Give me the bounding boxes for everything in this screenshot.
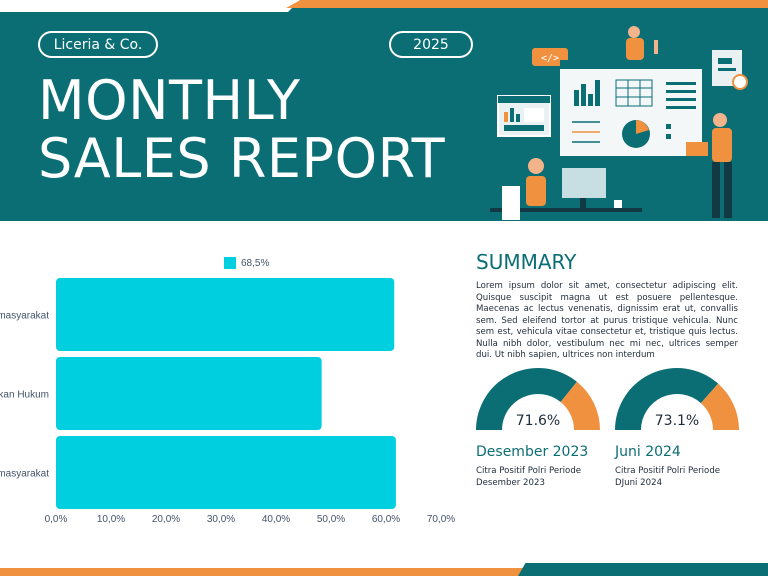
x-tick-label: 60,0% — [372, 514, 400, 525]
period-description-1: Citra Positif Polri Periode Desember 202… — [476, 466, 606, 489]
header-accent-strip — [286, 0, 768, 8]
summary-title: SUMMARY — [476, 250, 577, 274]
bar-chart: 68,5% masyarakat kan Hukum masyarakat 0,0%… — [0, 257, 456, 525]
category-labels: masyarakat kan Hukum masyarakat — [0, 311, 49, 480]
legend-label: 68,5% — [241, 258, 269, 269]
title-line-1: MONTHLY — [38, 69, 301, 132]
category-label-2: kan Hukum — [0, 390, 49, 401]
gauge-june-2024 — [615, 368, 739, 430]
office-illustration: </> — [490, 26, 748, 220]
gauge-value-arc — [615, 368, 719, 430]
gauge-value-arc — [476, 368, 577, 430]
company-badge: Liceria & Co. — [38, 31, 158, 58]
period-description-1-line-1: Citra Positif Polri Periode — [476, 466, 582, 476]
x-tick-label: 0,0% — [45, 514, 68, 525]
bar-group — [56, 278, 396, 509]
footer-teal-strip — [518, 563, 768, 576]
year-badge: 2025 — [389, 31, 473, 58]
x-tick-label: 50,0% — [317, 514, 345, 525]
title-line-2: SALES REPORT — [38, 127, 446, 190]
gauge-remainder-arc — [560, 381, 600, 430]
period-description-1-line-2: Desember 2023 — [476, 477, 545, 488]
category-label-1: masyarakat — [0, 311, 49, 322]
gauge-value-1: 71.6% — [515, 413, 561, 429]
gauge-december-2023 — [476, 368, 600, 430]
gauge-value-2: 73.1% — [654, 413, 700, 429]
x-tick-label: 20,0% — [152, 514, 180, 525]
page-title: MONTHLY SALES REPORT — [38, 72, 445, 188]
x-tick-label: 40,0% — [262, 514, 290, 525]
footer-accent-strip — [0, 568, 768, 576]
x-axis-tick-labels: 0,0% 10,0% 20,0% 30,0% 40,0% 50,0% 60,0% 70,0% — [45, 514, 456, 525]
bar-1 — [56, 278, 395, 351]
period-label-1: Desember 2023 — [476, 444, 589, 460]
period-description-2-line-2: DJuni 2024 — [615, 477, 663, 488]
bar-3 — [56, 436, 396, 509]
summary-body: Lorem ipsum dolor sit amet, consectetur … — [476, 281, 738, 360]
period-description-2-line-1: Citra Positif Polri Periode — [615, 466, 721, 476]
chart-legend: 68,5% — [224, 257, 269, 269]
gauge-remainder-arc — [700, 383, 739, 430]
x-tick-label: 10,0% — [97, 514, 125, 525]
period-label-2: Juni 2024 — [615, 444, 681, 460]
period-description-2: Citra Positif Polri Periode DJuni 2024 — [615, 466, 745, 489]
legend-swatch — [224, 257, 236, 269]
svg-text:</>: </> — [541, 53, 559, 64]
header-corner-cut — [0, 0, 300, 12]
category-label-3: masyarakat — [0, 469, 49, 480]
x-tick-label: 30,0% — [207, 514, 235, 525]
x-tick-label: 70,0% — [427, 514, 455, 525]
bar-2 — [56, 357, 322, 430]
